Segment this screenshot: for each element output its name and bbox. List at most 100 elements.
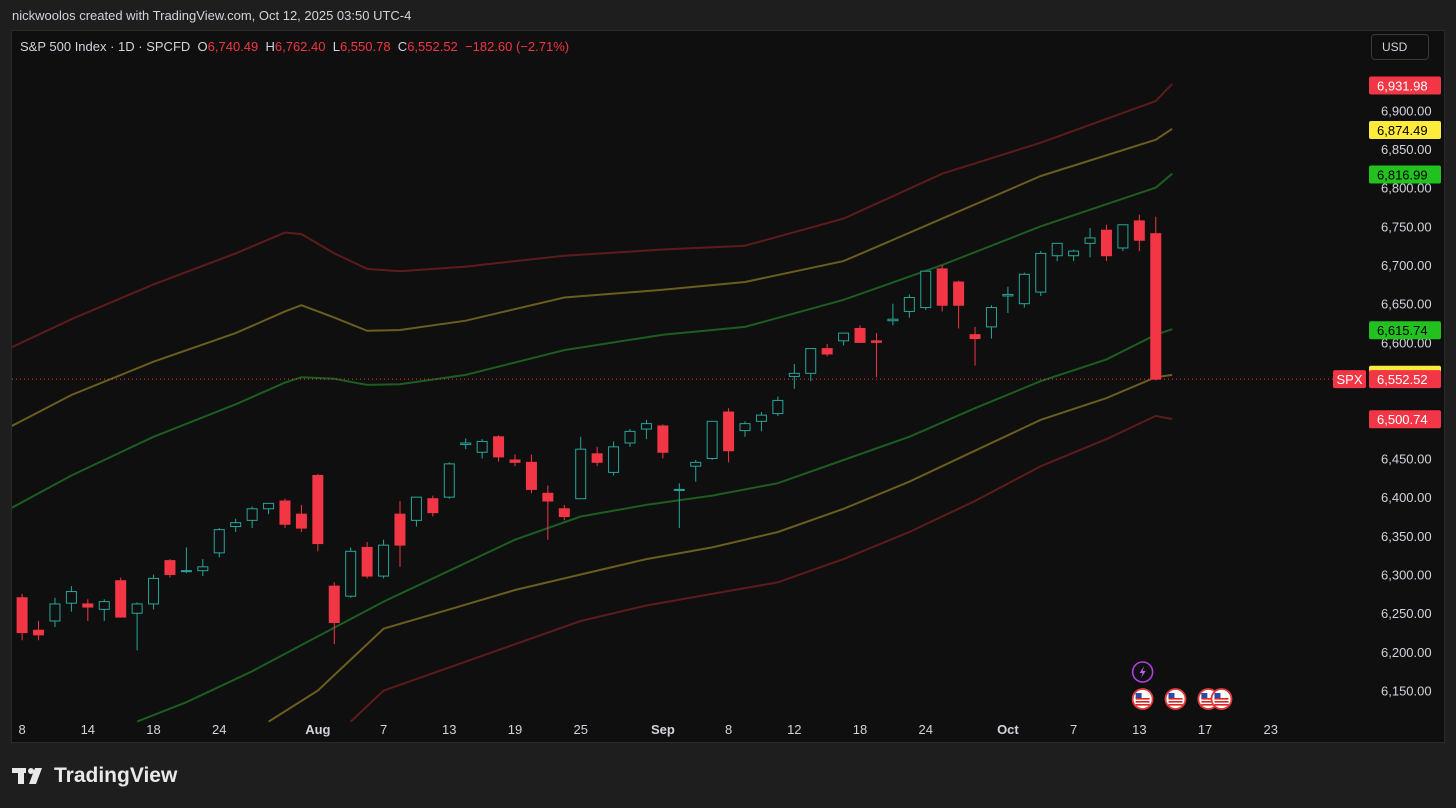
candle-body[interactable] bbox=[493, 436, 505, 458]
candle-body[interactable] bbox=[49, 603, 61, 622]
price-label: 6,931.98 bbox=[1377, 79, 1428, 94]
candle-body[interactable] bbox=[936, 268, 948, 306]
x-tick-label: 24 bbox=[919, 722, 933, 737]
candle-body[interactable] bbox=[673, 488, 685, 491]
candle-body[interactable] bbox=[328, 585, 340, 624]
candle-body[interactable] bbox=[1035, 252, 1047, 293]
candle-body[interactable] bbox=[65, 591, 77, 604]
flag-canton bbox=[1214, 693, 1221, 698]
candle-body[interactable] bbox=[706, 420, 718, 459]
y-tick-label: 6,800.00 bbox=[1381, 181, 1432, 196]
candle-body[interactable] bbox=[690, 461, 702, 467]
candle-body[interactable] bbox=[755, 414, 767, 422]
candle-body[interactable] bbox=[558, 508, 570, 517]
candle-body[interactable] bbox=[246, 508, 258, 521]
price-label: 6,816.99 bbox=[1377, 167, 1428, 182]
price-label: 6,874.49 bbox=[1377, 123, 1428, 138]
candle-body[interactable] bbox=[838, 332, 850, 342]
candle-body[interactable] bbox=[1002, 293, 1014, 297]
price-label-bg bbox=[1369, 321, 1441, 340]
candle-body[interactable] bbox=[1117, 224, 1129, 249]
open-value: 6,740.49 bbox=[207, 39, 259, 54]
x-tick-label: 18 bbox=[853, 722, 867, 737]
candle-body[interactable] bbox=[213, 529, 225, 554]
candle-body[interactable] bbox=[542, 492, 554, 502]
candle-body[interactable] bbox=[82, 603, 94, 608]
candle-body[interactable] bbox=[985, 307, 997, 328]
candle-body[interactable] bbox=[279, 500, 291, 525]
candle-body[interactable] bbox=[443, 463, 455, 498]
flag-stripe bbox=[1214, 698, 1229, 700]
candle-body[interactable] bbox=[345, 550, 357, 597]
flag-canton bbox=[1135, 693, 1142, 698]
candle-body[interactable] bbox=[953, 281, 965, 306]
flag-stripe bbox=[1214, 704, 1229, 706]
candle-body[interactable] bbox=[1150, 233, 1162, 380]
candle-body[interactable] bbox=[887, 318, 899, 322]
candle-body[interactable] bbox=[739, 423, 751, 432]
candle-body[interactable] bbox=[361, 546, 373, 577]
candle-body[interactable] bbox=[427, 498, 439, 514]
candle-body[interactable] bbox=[1084, 237, 1096, 244]
y-tick-label: 6,150.00 bbox=[1381, 684, 1432, 699]
x-tick-label: Oct bbox=[997, 722, 1019, 737]
candle-body[interactable] bbox=[16, 597, 28, 634]
candle-body[interactable] bbox=[608, 446, 620, 473]
candle-body[interactable] bbox=[98, 601, 110, 610]
candle-body[interactable] bbox=[903, 297, 915, 312]
candle-body[interactable] bbox=[197, 566, 209, 572]
candle-body[interactable] bbox=[1068, 250, 1080, 257]
currency-button[interactable]: USD bbox=[1371, 34, 1429, 60]
symbol-name[interactable]: S&P 500 Index · 1D · SPCFD bbox=[20, 39, 191, 54]
candle-body[interactable] bbox=[854, 327, 866, 343]
candle-body[interactable] bbox=[263, 502, 275, 510]
candle-body[interactable] bbox=[821, 348, 833, 355]
candle-body[interactable] bbox=[870, 340, 882, 343]
candle-body[interactable] bbox=[148, 577, 160, 605]
candlestick-chart[interactable]: 6,150.00 6,200.00 6,250.00 6,300.00 6,350.00… bbox=[12, 31, 1444, 742]
y-tick-label: 6,850.00 bbox=[1381, 142, 1432, 157]
candle-body[interactable] bbox=[920, 270, 932, 309]
candle-body[interactable] bbox=[410, 496, 422, 521]
candle-body[interactable] bbox=[1018, 273, 1030, 305]
x-tick-label: 7 bbox=[380, 722, 387, 737]
candle-body[interactable] bbox=[460, 442, 472, 446]
current-price-label-bg bbox=[1369, 370, 1441, 389]
candle-body[interactable] bbox=[115, 580, 127, 618]
y-tick-label: 6,200.00 bbox=[1381, 645, 1432, 660]
brand-name: TradingView bbox=[54, 764, 178, 787]
candle-body[interactable] bbox=[575, 448, 587, 500]
candle-body[interactable] bbox=[788, 372, 800, 377]
candle-body[interactable] bbox=[772, 399, 784, 415]
candle-body[interactable] bbox=[164, 560, 176, 576]
candle-body[interactable] bbox=[33, 629, 45, 636]
candle-body[interactable] bbox=[657, 425, 669, 453]
candle-body[interactable] bbox=[131, 603, 143, 614]
flag-stripe bbox=[1201, 701, 1216, 703]
candle-body[interactable] bbox=[525, 461, 537, 490]
candle-body[interactable] bbox=[640, 423, 652, 430]
candle-body[interactable] bbox=[295, 513, 307, 529]
candle-body[interactable] bbox=[1100, 229, 1112, 257]
candle-body[interactable] bbox=[230, 522, 242, 528]
x-tick-label: 8 bbox=[18, 722, 25, 737]
candle-body[interactable] bbox=[624, 430, 636, 444]
chart-frame[interactable]: 6,150.00 6,200.00 6,250.00 6,300.00 6,350.00… bbox=[11, 30, 1445, 743]
price-label-bg bbox=[1369, 410, 1441, 429]
candle-body[interactable] bbox=[476, 440, 488, 453]
candle-body[interactable] bbox=[591, 453, 603, 463]
x-tick-label: 13 bbox=[1132, 722, 1146, 737]
candle-body[interactable] bbox=[394, 513, 406, 546]
candle-body[interactable] bbox=[509, 459, 521, 463]
candle-body[interactable] bbox=[969, 334, 981, 340]
band-line-4 bbox=[268, 373, 1173, 723]
candle-body[interactable] bbox=[805, 348, 817, 374]
candle-body[interactable] bbox=[723, 411, 735, 452]
candle-body[interactable] bbox=[180, 570, 192, 573]
low-label: L bbox=[332, 39, 340, 54]
candle-body[interactable] bbox=[1133, 220, 1145, 241]
candle-body[interactable] bbox=[1051, 242, 1063, 257]
candle-body[interactable] bbox=[378, 544, 390, 577]
candle-body[interactable] bbox=[312, 474, 324, 545]
flag-canton bbox=[1168, 693, 1175, 698]
